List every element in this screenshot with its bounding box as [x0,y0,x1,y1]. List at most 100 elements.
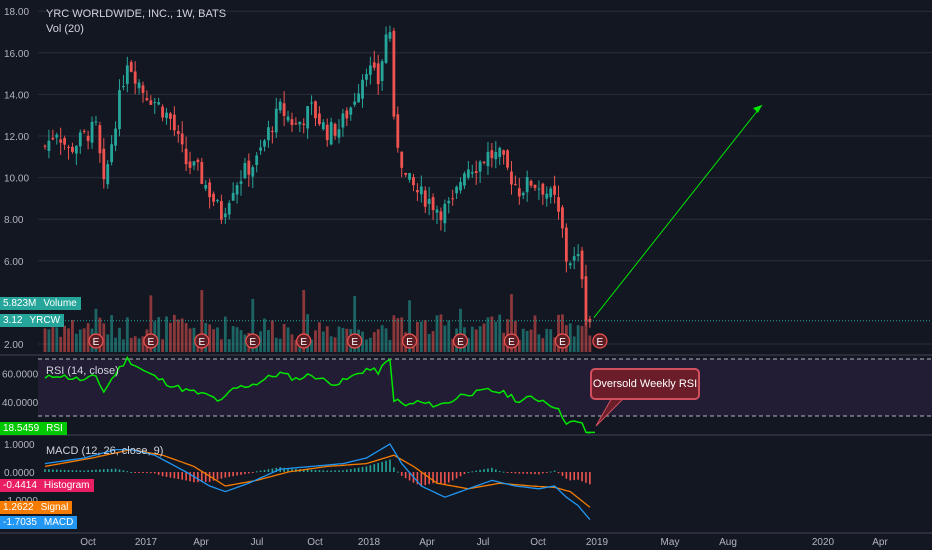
candle-body [321,122,325,130]
earnings-marker [401,333,418,349]
histogram-bar [373,464,376,472]
histogram-bar [83,470,85,472]
candle-body [251,167,255,177]
volume-bar [392,315,396,352]
rsi-panel [38,355,932,434]
volume-bar [474,329,478,352]
candle-body [310,102,313,104]
price-tick-label: 6.00 [4,257,24,268]
candle-body [212,193,215,202]
volume-bar [67,328,70,352]
candle-body [239,181,243,184]
volume-bar [188,328,192,352]
histogram-bar [475,470,477,472]
volume-bar [294,339,298,352]
histogram-bar [491,467,493,472]
candle-body [361,79,364,99]
volume-bar [490,316,494,352]
volume-bar [310,339,313,352]
rsi-band [38,359,932,416]
volume-bar [223,316,227,352]
candle-body [490,150,494,159]
histogram-bar [157,472,160,475]
candle-body [533,184,537,189]
histogram-bar [573,472,575,481]
candle-body [521,192,525,196]
volume-bar [165,316,168,352]
volume-bar [427,334,431,352]
volume-bar [423,320,427,352]
macd-line [44,443,591,521]
volume-bar [43,328,47,352]
candle-body [486,151,490,167]
histogram-bar [271,468,274,472]
histogram-bar [232,472,234,477]
histogram-bar [244,472,246,475]
candle-body [510,171,513,185]
volume-bar [337,326,341,352]
volume-bar [333,337,337,352]
histogram-bar [522,472,525,474]
rsi-indicator-label: RSI (14, close) [46,365,119,377]
histogram-bar [110,468,113,472]
histogram-bar [455,472,458,479]
histogram-bar [353,468,356,472]
histogram-bar [397,471,399,473]
histogram-bar [197,472,199,483]
volume-bar [125,317,129,352]
histogram-bar [263,469,266,472]
volume-bar [172,314,176,352]
candle-body [227,203,231,215]
histogram-bar [436,472,438,483]
histogram-bar [346,469,348,472]
volume-bar [568,323,572,352]
histogram-bar [487,468,489,472]
histogram-bar [63,469,66,472]
histogram-bar [318,470,321,472]
volume-bar [533,315,537,352]
histogram-bar [534,472,536,475]
histogram-bar [404,472,407,479]
histogram-bar [248,472,250,474]
candle-body [447,200,451,204]
volume-bar [106,334,110,352]
volume-bar [267,330,270,352]
candle-body [192,161,196,166]
volume-bar [314,330,317,352]
candle-body [220,201,223,220]
candle-body [549,188,553,198]
candle-body [568,263,572,266]
candle-body [157,102,161,105]
signal-tag-name: Signal [36,501,73,514]
histogram-bar [424,472,427,486]
candle-body [470,172,474,174]
macd-panel [44,443,591,521]
earnings-marker-label: E [457,337,464,348]
price-tick-label: 8.00 [4,215,24,226]
histogram-bar [138,472,140,473]
volume-bar [51,327,55,352]
candle-body [94,121,98,123]
candle-body [110,144,114,163]
histogram-bar [565,472,568,479]
candle-body [400,151,404,168]
rsi-tag-value: 18.5459 [0,422,43,435]
candle-body [188,161,192,168]
volume-bar [137,338,141,352]
volume-bar [494,321,498,352]
histogram-bar [169,472,172,478]
volume-bar [561,314,564,352]
candle-body [502,150,506,155]
earnings-marker-label: E [148,337,155,348]
volume-bar [498,314,502,352]
volume-bar [549,329,553,352]
volume-bar [55,327,59,352]
candle-body [408,173,411,180]
histogram-bar [75,470,78,472]
candle-body [584,276,588,321]
histogram-bar [400,472,403,476]
histogram-bar [498,471,501,473]
price-tick-label: 16.00 [4,49,29,60]
volume-bar [47,329,51,352]
